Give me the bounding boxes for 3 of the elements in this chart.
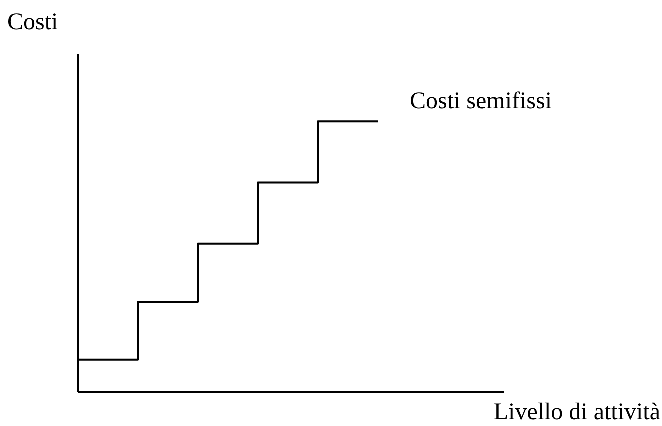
series-label: Costi semifissi <box>410 88 552 115</box>
y-axis-title: Costi <box>8 10 59 36</box>
x-axis-title: Livello di attività <box>494 400 661 426</box>
